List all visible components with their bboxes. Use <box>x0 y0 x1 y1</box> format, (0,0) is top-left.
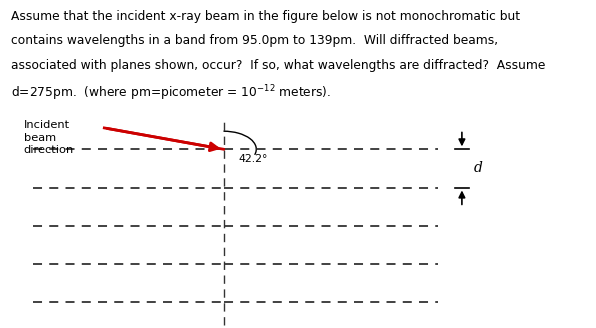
Text: d: d <box>474 161 483 175</box>
Text: d=275pm.  (where pm=picometer = 10$^{-12}$ meters).: d=275pm. (where pm=picometer = 10$^{-12}… <box>11 84 331 103</box>
Text: contains wavelengths in a band from 95.0pm to 139pm.  Will diffracted beams,: contains wavelengths in a band from 95.0… <box>11 34 498 48</box>
Text: Assume that the incident x-ray beam in the figure below is not monochromatic but: Assume that the incident x-ray beam in t… <box>11 10 520 23</box>
Text: associated with planes shown, occur?  If so, what wavelengths are diffracted?  A: associated with planes shown, occur? If … <box>11 59 545 72</box>
Text: Incident
beam
direction: Incident beam direction <box>24 120 74 155</box>
Text: 42.2°: 42.2° <box>238 154 268 164</box>
